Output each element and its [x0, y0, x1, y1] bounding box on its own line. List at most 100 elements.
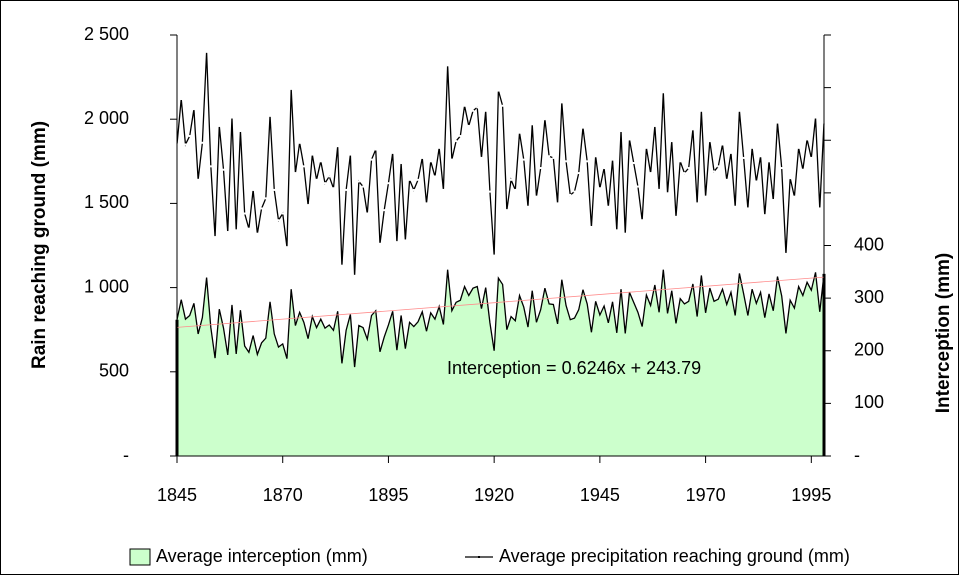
- marker: [814, 116, 817, 119]
- marker: [806, 138, 809, 141]
- marker: [505, 209, 508, 212]
- line: [176, 51, 825, 276]
- marker: [768, 160, 771, 163]
- marker: [789, 177, 792, 180]
- marker: [273, 188, 276, 191]
- marker: [577, 172, 580, 175]
- marker: [543, 118, 546, 121]
- marker: [581, 126, 584, 129]
- marker: [391, 151, 394, 154]
- area: [177, 269, 824, 456]
- y-tick-label: 1 000: [84, 276, 129, 296]
- marker: [598, 187, 601, 190]
- marker: [751, 146, 754, 149]
- marker: [214, 236, 217, 239]
- marker: [683, 172, 686, 175]
- marker: [658, 188, 661, 191]
- marker: [725, 178, 728, 181]
- marker: [645, 146, 648, 149]
- marker: [277, 219, 280, 222]
- marker: [395, 241, 398, 244]
- marker: [442, 188, 445, 191]
- marker: [552, 156, 555, 159]
- marker: [556, 202, 559, 205]
- marker: [455, 140, 458, 143]
- marker: [340, 264, 343, 267]
- marker: [425, 202, 428, 205]
- y-tick-label: 500: [99, 361, 129, 381]
- marker: [484, 109, 487, 112]
- marker: [531, 123, 534, 126]
- marker: [281, 212, 284, 215]
- marker: [670, 140, 673, 143]
- marker: [611, 158, 614, 161]
- marker: [218, 124, 221, 127]
- marker: [252, 188, 255, 191]
- marker: [687, 167, 690, 170]
- marker: [319, 160, 322, 163]
- marker: [438, 146, 441, 149]
- marker: [260, 207, 263, 210]
- marker: [721, 143, 724, 146]
- marker: [353, 274, 356, 277]
- x-tick-label: 1995: [791, 485, 831, 505]
- marker: [797, 146, 800, 149]
- marker: [209, 165, 212, 168]
- marker: [548, 155, 551, 158]
- marker: [315, 178, 318, 181]
- marker: [636, 185, 639, 188]
- marker: [708, 140, 711, 143]
- marker: [810, 156, 813, 159]
- marker: [192, 108, 195, 111]
- marker: [433, 175, 436, 178]
- x-tick-label: 1845: [157, 485, 197, 505]
- marker: [501, 104, 504, 107]
- marker: [696, 202, 699, 205]
- marker: [328, 175, 331, 178]
- y2-tick-label: 300: [854, 287, 884, 307]
- y2-tick-label: -: [854, 445, 860, 465]
- marker: [653, 124, 656, 127]
- marker: [459, 135, 462, 138]
- x-tick-label: 1970: [686, 485, 726, 505]
- marker: [188, 135, 191, 138]
- marker: [539, 167, 542, 170]
- marker: [222, 168, 225, 171]
- marker: [408, 178, 411, 181]
- marker: [801, 168, 804, 171]
- legend-label: Average interception (mm): [156, 546, 368, 566]
- marker: [256, 232, 259, 235]
- legend-label: Average precipitation reaching ground (m…: [499, 546, 850, 566]
- legend-swatch: [129, 548, 151, 566]
- trendline: [176, 276, 825, 328]
- marker: [345, 188, 348, 191]
- marker: [201, 141, 204, 144]
- marker: [569, 193, 572, 196]
- marker: [691, 128, 694, 131]
- y2-tick-label: 200: [854, 340, 884, 360]
- marker: [400, 161, 403, 164]
- x-tick-label: 1870: [263, 485, 303, 505]
- marker: [450, 158, 453, 161]
- marker: [746, 207, 749, 210]
- legend-marker: [478, 556, 480, 558]
- marker: [370, 158, 373, 161]
- y-tick-label: 2 500: [84, 24, 129, 44]
- marker: [311, 153, 314, 156]
- marker: [366, 212, 369, 215]
- area-outline: [176, 269, 825, 368]
- marker: [776, 121, 779, 124]
- marker: [615, 229, 618, 232]
- marker: [586, 160, 589, 163]
- marker: [755, 180, 758, 183]
- marker: [184, 143, 187, 146]
- marker: [197, 178, 200, 181]
- marker: [336, 145, 339, 148]
- marker: [226, 231, 229, 234]
- marker: [383, 209, 386, 212]
- plot-area: [175, 50, 826, 456]
- marker: [362, 185, 365, 188]
- marker: [763, 214, 766, 217]
- marker: [429, 160, 432, 163]
- marker: [374, 148, 377, 151]
